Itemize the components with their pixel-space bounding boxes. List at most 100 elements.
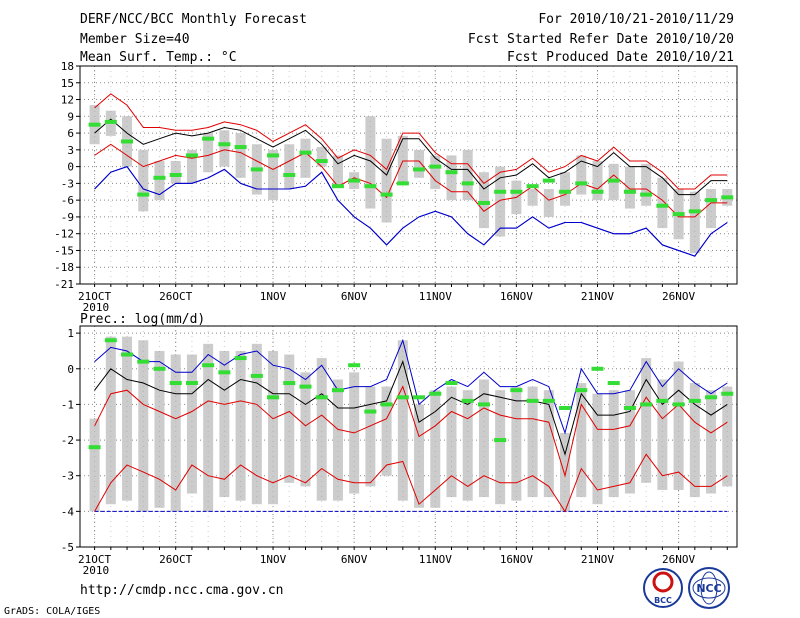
median-marker — [185, 381, 198, 386]
median-marker — [542, 178, 555, 183]
median-marker — [283, 381, 296, 386]
y-tick-label: -2 — [61, 434, 74, 447]
ensemble-box — [560, 432, 571, 512]
median-marker — [413, 167, 426, 172]
median-marker — [137, 359, 150, 364]
median-marker — [104, 119, 117, 124]
x-tick-label: 6NOV — [341, 290, 368, 303]
median-marker — [169, 381, 182, 386]
variable-label: Mean Surf. Temp.: °C — [80, 50, 237, 65]
x-tick-label: 26OCT — [159, 290, 192, 303]
ensemble-box — [186, 354, 197, 494]
ensemble-box — [511, 386, 522, 501]
median-marker — [429, 391, 442, 396]
y-tick-label: 15 — [61, 77, 74, 90]
x-tick-label: 11NOV — [419, 290, 452, 303]
median-marker — [331, 184, 344, 189]
y-tick-label: -12 — [54, 228, 74, 241]
ensemble-box — [316, 358, 327, 501]
ensemble-box — [576, 383, 587, 498]
median-marker — [202, 136, 215, 141]
median-marker — [396, 395, 409, 400]
median-marker — [672, 212, 685, 217]
y-tick-label: -4 — [61, 505, 75, 518]
ensemble-box — [543, 188, 554, 217]
series-line-mean — [94, 360, 728, 457]
x-tick-label: 21NOV — [581, 553, 614, 566]
ensemble-box — [592, 393, 603, 505]
ensemble-box — [641, 358, 652, 483]
median-marker — [461, 181, 474, 186]
x-tick-label: 16NOV — [500, 290, 533, 303]
median-marker — [494, 189, 507, 194]
y-tick-label: -18 — [54, 261, 74, 274]
series-line-mean — [94, 118, 728, 196]
median-marker — [477, 200, 490, 205]
median-marker — [672, 402, 685, 407]
median-marker — [202, 363, 215, 368]
x-tick-label: 21OCT — [78, 553, 111, 566]
median-marker — [640, 402, 653, 407]
median-marker — [234, 145, 247, 150]
median-marker — [461, 398, 474, 403]
median-marker — [137, 192, 150, 197]
ensemble-box — [332, 155, 343, 187]
ensemble-box — [122, 336, 133, 501]
median-marker — [705, 198, 718, 203]
x-tick-label: 26NOV — [662, 553, 695, 566]
median-marker — [688, 398, 701, 403]
ensemble-box — [462, 149, 473, 201]
ensemble-box — [332, 379, 343, 501]
grads-credit: GrADS: COLA/IGES — [4, 606, 101, 617]
ensemble-box — [203, 133, 214, 173]
ensemble-box — [219, 350, 230, 498]
median-marker — [591, 366, 604, 371]
median-marker — [267, 395, 280, 400]
y-tick-label: 18 — [61, 60, 74, 73]
ensemble-box — [560, 172, 571, 206]
y-tick-label: 3 — [67, 144, 74, 157]
median-marker — [526, 398, 539, 403]
x-tick-label: 26OCT — [159, 553, 192, 566]
median-marker — [705, 395, 718, 400]
median-marker — [575, 388, 588, 393]
forecast-started-date: Fcst Started Refer Date 2010/10/20 — [467, 32, 734, 47]
series-line-p10 — [94, 143, 728, 218]
series-line-p90 — [94, 93, 728, 190]
median-marker — [185, 153, 198, 158]
ensemble-box — [689, 383, 700, 498]
ensemble-box — [235, 350, 246, 501]
ensemble-box — [641, 163, 652, 206]
median-marker — [121, 139, 134, 144]
ensemble-box — [478, 172, 489, 229]
median-marker — [607, 381, 620, 386]
median-marker — [656, 203, 669, 208]
ensemble-box — [170, 161, 181, 184]
median-marker — [267, 153, 280, 158]
source-url[interactable]: http://cmdp.ncc.cma.gov.cn — [80, 583, 284, 598]
median-marker — [88, 445, 101, 450]
ensemble-box — [268, 149, 279, 201]
median-marker — [299, 384, 312, 389]
ensemble-box — [381, 138, 392, 223]
ensemble-box — [706, 188, 717, 229]
x-tick-label: 21OCT — [78, 290, 111, 303]
chart-title: DERF/NCC/BCC Monthly Forecast — [80, 12, 307, 27]
median-marker — [88, 122, 101, 127]
median-marker — [169, 173, 182, 177]
y-tick-label: 12 — [61, 94, 74, 107]
ensemble-box — [689, 191, 700, 254]
median-marker — [218, 370, 231, 375]
ensemble-box — [608, 390, 619, 498]
ensemble-box — [170, 354, 181, 512]
x-tick-label: 16NOV — [500, 553, 533, 566]
median-marker — [380, 192, 393, 197]
median-marker — [250, 167, 263, 172]
year-label: 2010 — [83, 301, 110, 314]
ensemble-box — [592, 161, 603, 201]
ensemble-box — [300, 138, 311, 178]
ensemble-box — [284, 354, 295, 483]
median-marker — [542, 398, 555, 403]
ensemble-box — [251, 343, 262, 505]
ensemble-box — [300, 372, 311, 487]
